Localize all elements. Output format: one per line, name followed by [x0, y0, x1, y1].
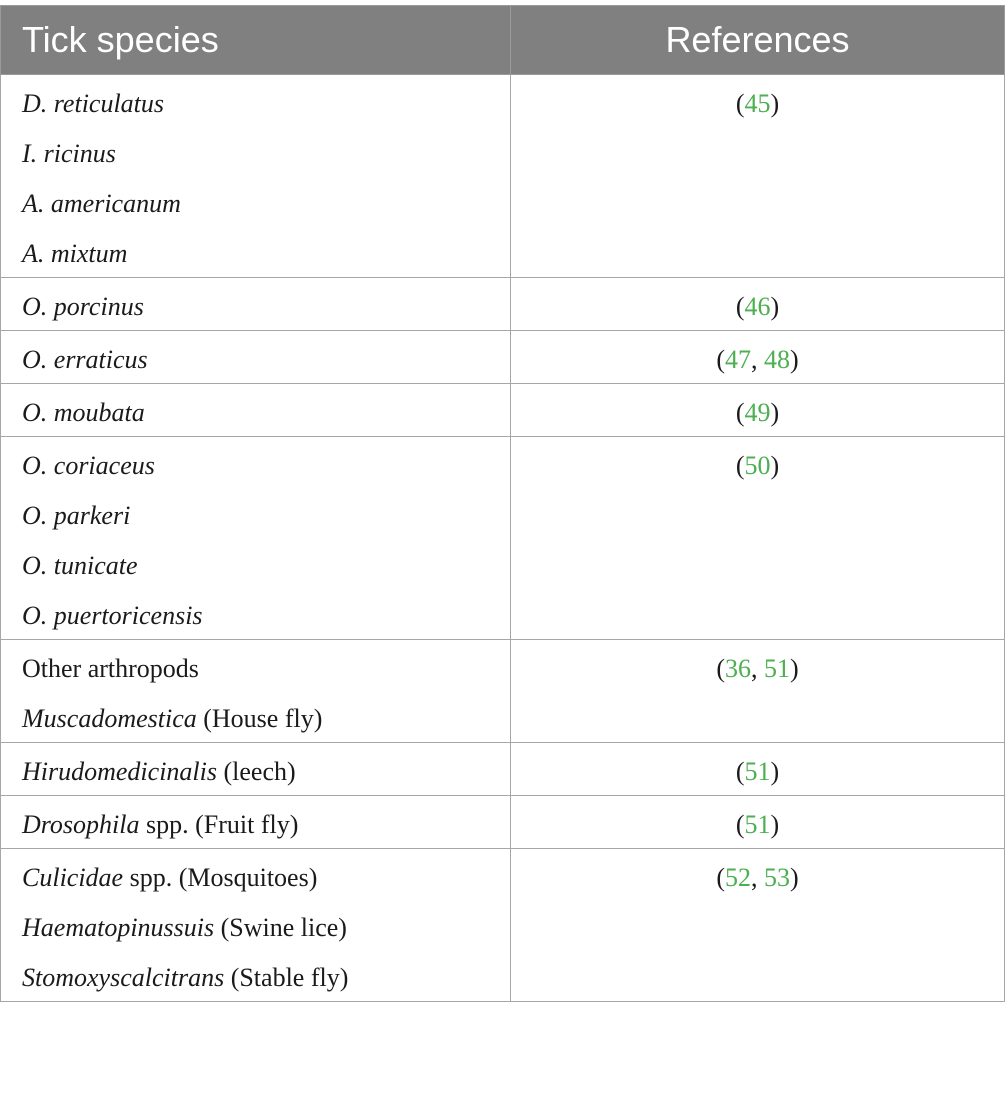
reference-link[interactable]: 47 — [725, 345, 751, 374]
species-line: Other arthropods — [22, 654, 510, 704]
table-row: O. porcinus (46) — [0, 277, 1005, 331]
species-name: Stomoxyscalcitrans — [22, 963, 225, 992]
table-row: Other arthropods Muscadomestica (House fl… — [0, 639, 1005, 743]
species-name: A. mixtum — [22, 239, 128, 268]
species-name: Haematopinussuis — [22, 913, 215, 942]
table-row: D. reticulatus I. ricinus A. americanum A. … — [0, 74, 1005, 278]
species-name: O. moubata — [22, 398, 145, 427]
species-name: O. parkeri — [22, 501, 131, 530]
reference-link[interactable]: 53 — [764, 863, 790, 892]
species-note: (House fly) — [196, 704, 323, 733]
table-body: D. reticulatus I. ricinus A. americanum A. … — [0, 74, 1005, 1002]
table-row: O. erraticus (47, 48) — [0, 330, 1005, 384]
reference-link[interactable]: 51 — [764, 654, 790, 683]
species-name: Hirudomedicinalis — [22, 757, 217, 786]
tick-species-table: Tick species References D. reticulatus I.… — [0, 5, 1005, 1002]
reference-link[interactable]: 45 — [744, 89, 771, 118]
reference-list: (49) — [735, 398, 780, 427]
species-cell: Hirudomedicinalis (leech) — [0, 742, 511, 796]
species-cell: D. reticulatus I. ricinus A. americanum A. … — [0, 74, 511, 278]
species-note: (leech) — [217, 757, 296, 786]
table-row: Hirudomedicinalis (leech) (51) — [0, 742, 1005, 796]
species-name: A. americanum — [22, 189, 181, 218]
species-line: Drosophila spp. (Fruit fly) — [22, 810, 510, 840]
reference-link[interactable]: 52 — [725, 863, 751, 892]
species-name: O. puertoricensis — [22, 601, 203, 630]
references-cell: (50) — [510, 436, 1005, 640]
species-line: D. reticulatus — [22, 89, 510, 139]
reference-link[interactable]: 50 — [744, 451, 771, 480]
species-name: Muscadomestica — [22, 704, 197, 733]
table-row: Culicidae spp. (Mosquitoes) Haematopinuss… — [0, 848, 1005, 1002]
species-line: O. erraticus — [22, 345, 510, 375]
reference-list: (36, 51) — [716, 654, 799, 683]
species-name: O. coriaceus — [22, 451, 155, 480]
reference-link[interactable]: 36 — [725, 654, 751, 683]
reference-list: (52, 53) — [716, 863, 799, 892]
references-cell: (51) — [510, 742, 1005, 796]
references-cell: (36, 51) — [510, 639, 1005, 743]
table-row: Drosophila spp. (Fruit fly) (51) — [0, 795, 1005, 849]
references-cell: (46) — [510, 277, 1005, 331]
header-row: Tick species References — [0, 5, 1005, 75]
species-line: Hirudomedicinalis (leech) — [22, 757, 510, 787]
species-line: Muscadomestica (House fly) — [22, 704, 510, 734]
reference-list: (46) — [735, 292, 780, 321]
reference-link[interactable]: 51 — [744, 757, 771, 786]
species-line: A. americanum — [22, 189, 510, 239]
species-name: Culicidae — [22, 863, 124, 892]
reference-list: (51) — [735, 810, 780, 839]
species-line: O. moubata — [22, 398, 510, 428]
species-cell: Other arthropods Muscadomestica (House fl… — [0, 639, 511, 743]
species-cell: Culicidae spp. (Mosquitoes) Haematopinuss… — [0, 848, 511, 1002]
species-line: A. mixtum — [22, 239, 510, 269]
reference-link[interactable]: 48 — [764, 345, 790, 374]
species-cell: Drosophila spp. (Fruit fly) — [0, 795, 511, 849]
species-name: I. ricinus — [22, 139, 116, 168]
species-cell: O. moubata — [0, 383, 511, 437]
reference-link[interactable]: 51 — [744, 810, 771, 839]
reference-list: (45) — [735, 89, 780, 118]
reference-list: (47, 48) — [716, 345, 799, 374]
species-line: O. porcinus — [22, 292, 510, 322]
species-note: (Swine lice) — [214, 913, 347, 942]
references-cell: (52, 53) — [510, 848, 1005, 1002]
species-line: O. parkeri — [22, 501, 510, 551]
table-row: O. moubata (49) — [0, 383, 1005, 437]
table-header: Tick species References — [0, 5, 1005, 75]
species-name: D. reticulatus — [22, 89, 165, 118]
species-name: O. tunicate — [22, 551, 138, 580]
species-line: O. puertoricensis — [22, 601, 510, 631]
species-note: spp. (Fruit fly) — [139, 810, 299, 839]
table-row: O. coriaceus O. parkeri O. tunicate O. puer… — [0, 436, 1005, 640]
species-note: (Stable fly) — [224, 963, 349, 992]
species-name: Drosophila — [22, 810, 140, 839]
species-cell: O. erraticus — [0, 330, 511, 384]
species-line: Stomoxyscalcitrans (Stable fly) — [22, 963, 510, 993]
species-line: O. coriaceus — [22, 451, 510, 501]
species-name: O. porcinus — [22, 292, 144, 321]
header-references: References — [510, 5, 1005, 75]
reference-link[interactable]: 49 — [744, 398, 771, 427]
species-note: Other arthropods — [22, 654, 199, 683]
references-cell: (47, 48) — [510, 330, 1005, 384]
species-line: O. tunicate — [22, 551, 510, 601]
species-name: O. erraticus — [22, 345, 148, 374]
species-cell: O. porcinus — [0, 277, 511, 331]
references-cell: (49) — [510, 383, 1005, 437]
reference-list: (50) — [735, 451, 780, 480]
reference-link[interactable]: 46 — [744, 292, 771, 321]
species-line: Haematopinussuis (Swine lice) — [22, 913, 510, 963]
species-cell: O. coriaceus O. parkeri O. tunicate O. puer… — [0, 436, 511, 640]
references-cell: (45) — [510, 74, 1005, 278]
reference-list: (51) — [735, 757, 780, 786]
species-line: I. ricinus — [22, 139, 510, 189]
references-cell: (51) — [510, 795, 1005, 849]
header-tick-species: Tick species — [0, 5, 511, 75]
species-line: Culicidae spp. (Mosquitoes) — [22, 863, 510, 913]
species-note: spp. (Mosquitoes) — [123, 863, 318, 892]
